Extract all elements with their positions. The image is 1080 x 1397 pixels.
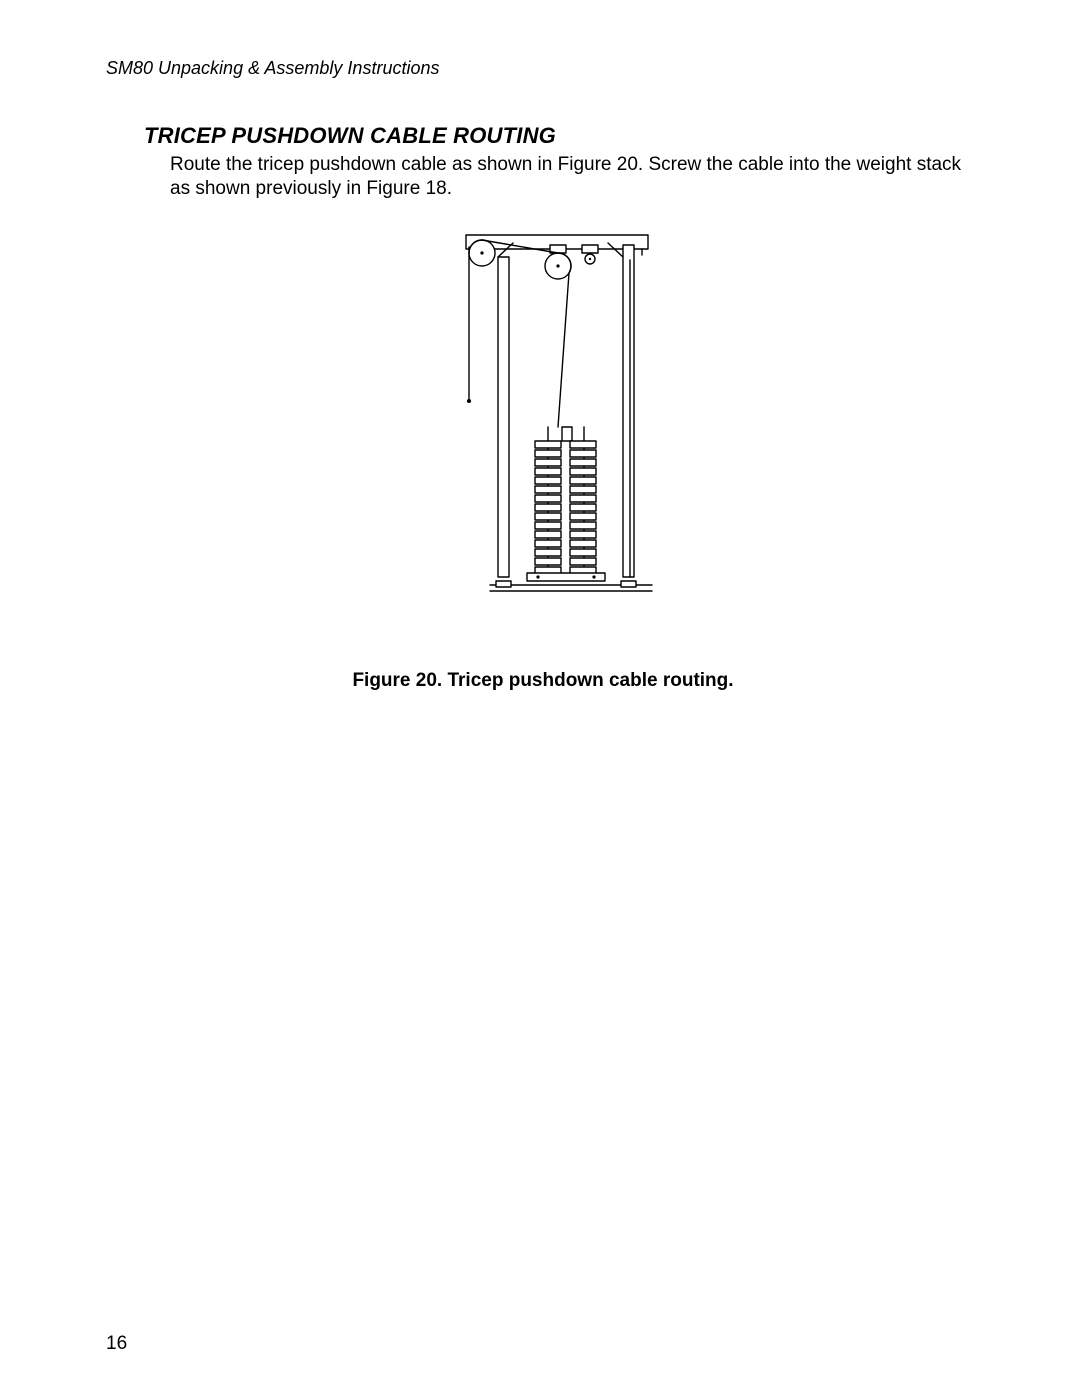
running-header: SM80 Unpacking & Assembly Instructions <box>106 58 980 79</box>
cable-routing-diagram <box>428 223 658 615</box>
figure-caption: Figure 20. Tricep pushdown cable routing… <box>106 670 980 692</box>
body-paragraph: Route the tricep pushdown cable as shown… <box>170 153 980 201</box>
page-number: 16 <box>106 1333 127 1355</box>
section-heading: TRICEP PUSHDOWN CABLE ROUTING <box>144 123 980 149</box>
page: SM80 Unpacking & Assembly Instructions T… <box>0 0 1080 1397</box>
figure-container <box>106 223 980 620</box>
